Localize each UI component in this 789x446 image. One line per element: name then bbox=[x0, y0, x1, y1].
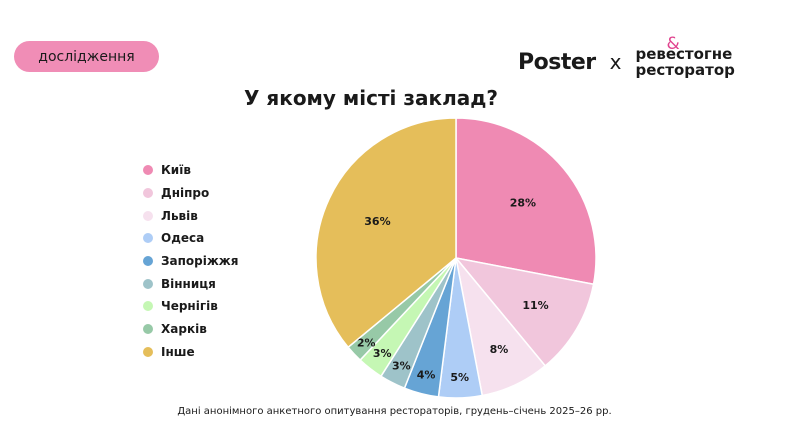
study-badge: дослідження bbox=[14, 41, 159, 72]
slice-value-label: 5% bbox=[450, 371, 469, 384]
study-badge-label: дослідження bbox=[38, 48, 135, 65]
slice-value-label: 4% bbox=[417, 369, 436, 382]
legend-label: Одеса bbox=[161, 231, 205, 246]
legend-item: Дніпро bbox=[143, 182, 238, 205]
footnote: Дані анонімного анкетного опитування рес… bbox=[177, 406, 612, 417]
slice-value-label: 28% bbox=[510, 197, 536, 210]
legend-swatch bbox=[143, 256, 153, 267]
poster-logo: Poster bbox=[518, 49, 596, 75]
legend-swatch bbox=[143, 210, 153, 221]
legend-swatch bbox=[143, 233, 153, 244]
legend-label: Інше bbox=[161, 344, 195, 359]
partner-logo-line1: ревестогне bbox=[635, 45, 733, 63]
legend-label: Вінниця bbox=[161, 276, 216, 291]
slice-value-label: 3% bbox=[392, 359, 411, 372]
slice-value-label: 11% bbox=[522, 299, 548, 312]
legend-label: Львів bbox=[161, 208, 198, 223]
chart-title: У якому місті заклад? bbox=[244, 86, 498, 110]
slice-value-label: 2% bbox=[357, 336, 376, 349]
legend-swatch bbox=[143, 165, 153, 176]
partner-logo-line2: ресторатор bbox=[635, 61, 735, 79]
partner-logo-mark: & bbox=[666, 34, 680, 54]
legend-swatch bbox=[143, 301, 153, 312]
slice-value-label: 36% bbox=[364, 215, 390, 228]
legend-item: Київ bbox=[143, 159, 238, 182]
legend-item: Львів bbox=[143, 204, 238, 227]
slice-value-label: 3% bbox=[373, 347, 392, 360]
legend-label: Запоріжжя bbox=[161, 254, 239, 269]
brand-separator: x bbox=[609, 50, 622, 74]
pie-slice bbox=[454, 256, 595, 367]
legend-swatch bbox=[143, 324, 153, 335]
legend-item: Харків bbox=[143, 318, 238, 341]
chart-legend: Київ Дніпро Львів Одеса Запоріжжя Вінниця Черн… bbox=[143, 159, 238, 363]
pie-slice bbox=[315, 117, 457, 349]
legend-item: Вінниця bbox=[143, 272, 238, 295]
legend-label: Харків bbox=[161, 322, 207, 337]
legend-swatch bbox=[143, 188, 153, 199]
legend-swatch bbox=[143, 278, 153, 289]
partner-logo: & ревестогне ресторатор bbox=[635, 36, 735, 79]
brand-logos: Poster x & ревестогне ресторатор bbox=[518, 36, 735, 79]
legend-label: Київ bbox=[161, 163, 191, 178]
legend-swatch bbox=[143, 346, 153, 357]
legend-label: Чернігів bbox=[161, 299, 218, 314]
legend-item: Інше bbox=[143, 341, 238, 364]
slice-value-label: 8% bbox=[490, 343, 509, 356]
legend-item: Одеса bbox=[143, 227, 238, 250]
legend-label: Дніпро bbox=[161, 186, 210, 201]
legend-item: Запоріжжя bbox=[143, 250, 238, 273]
pie-slice bbox=[455, 117, 597, 286]
legend-item: Чернігів bbox=[143, 295, 238, 318]
